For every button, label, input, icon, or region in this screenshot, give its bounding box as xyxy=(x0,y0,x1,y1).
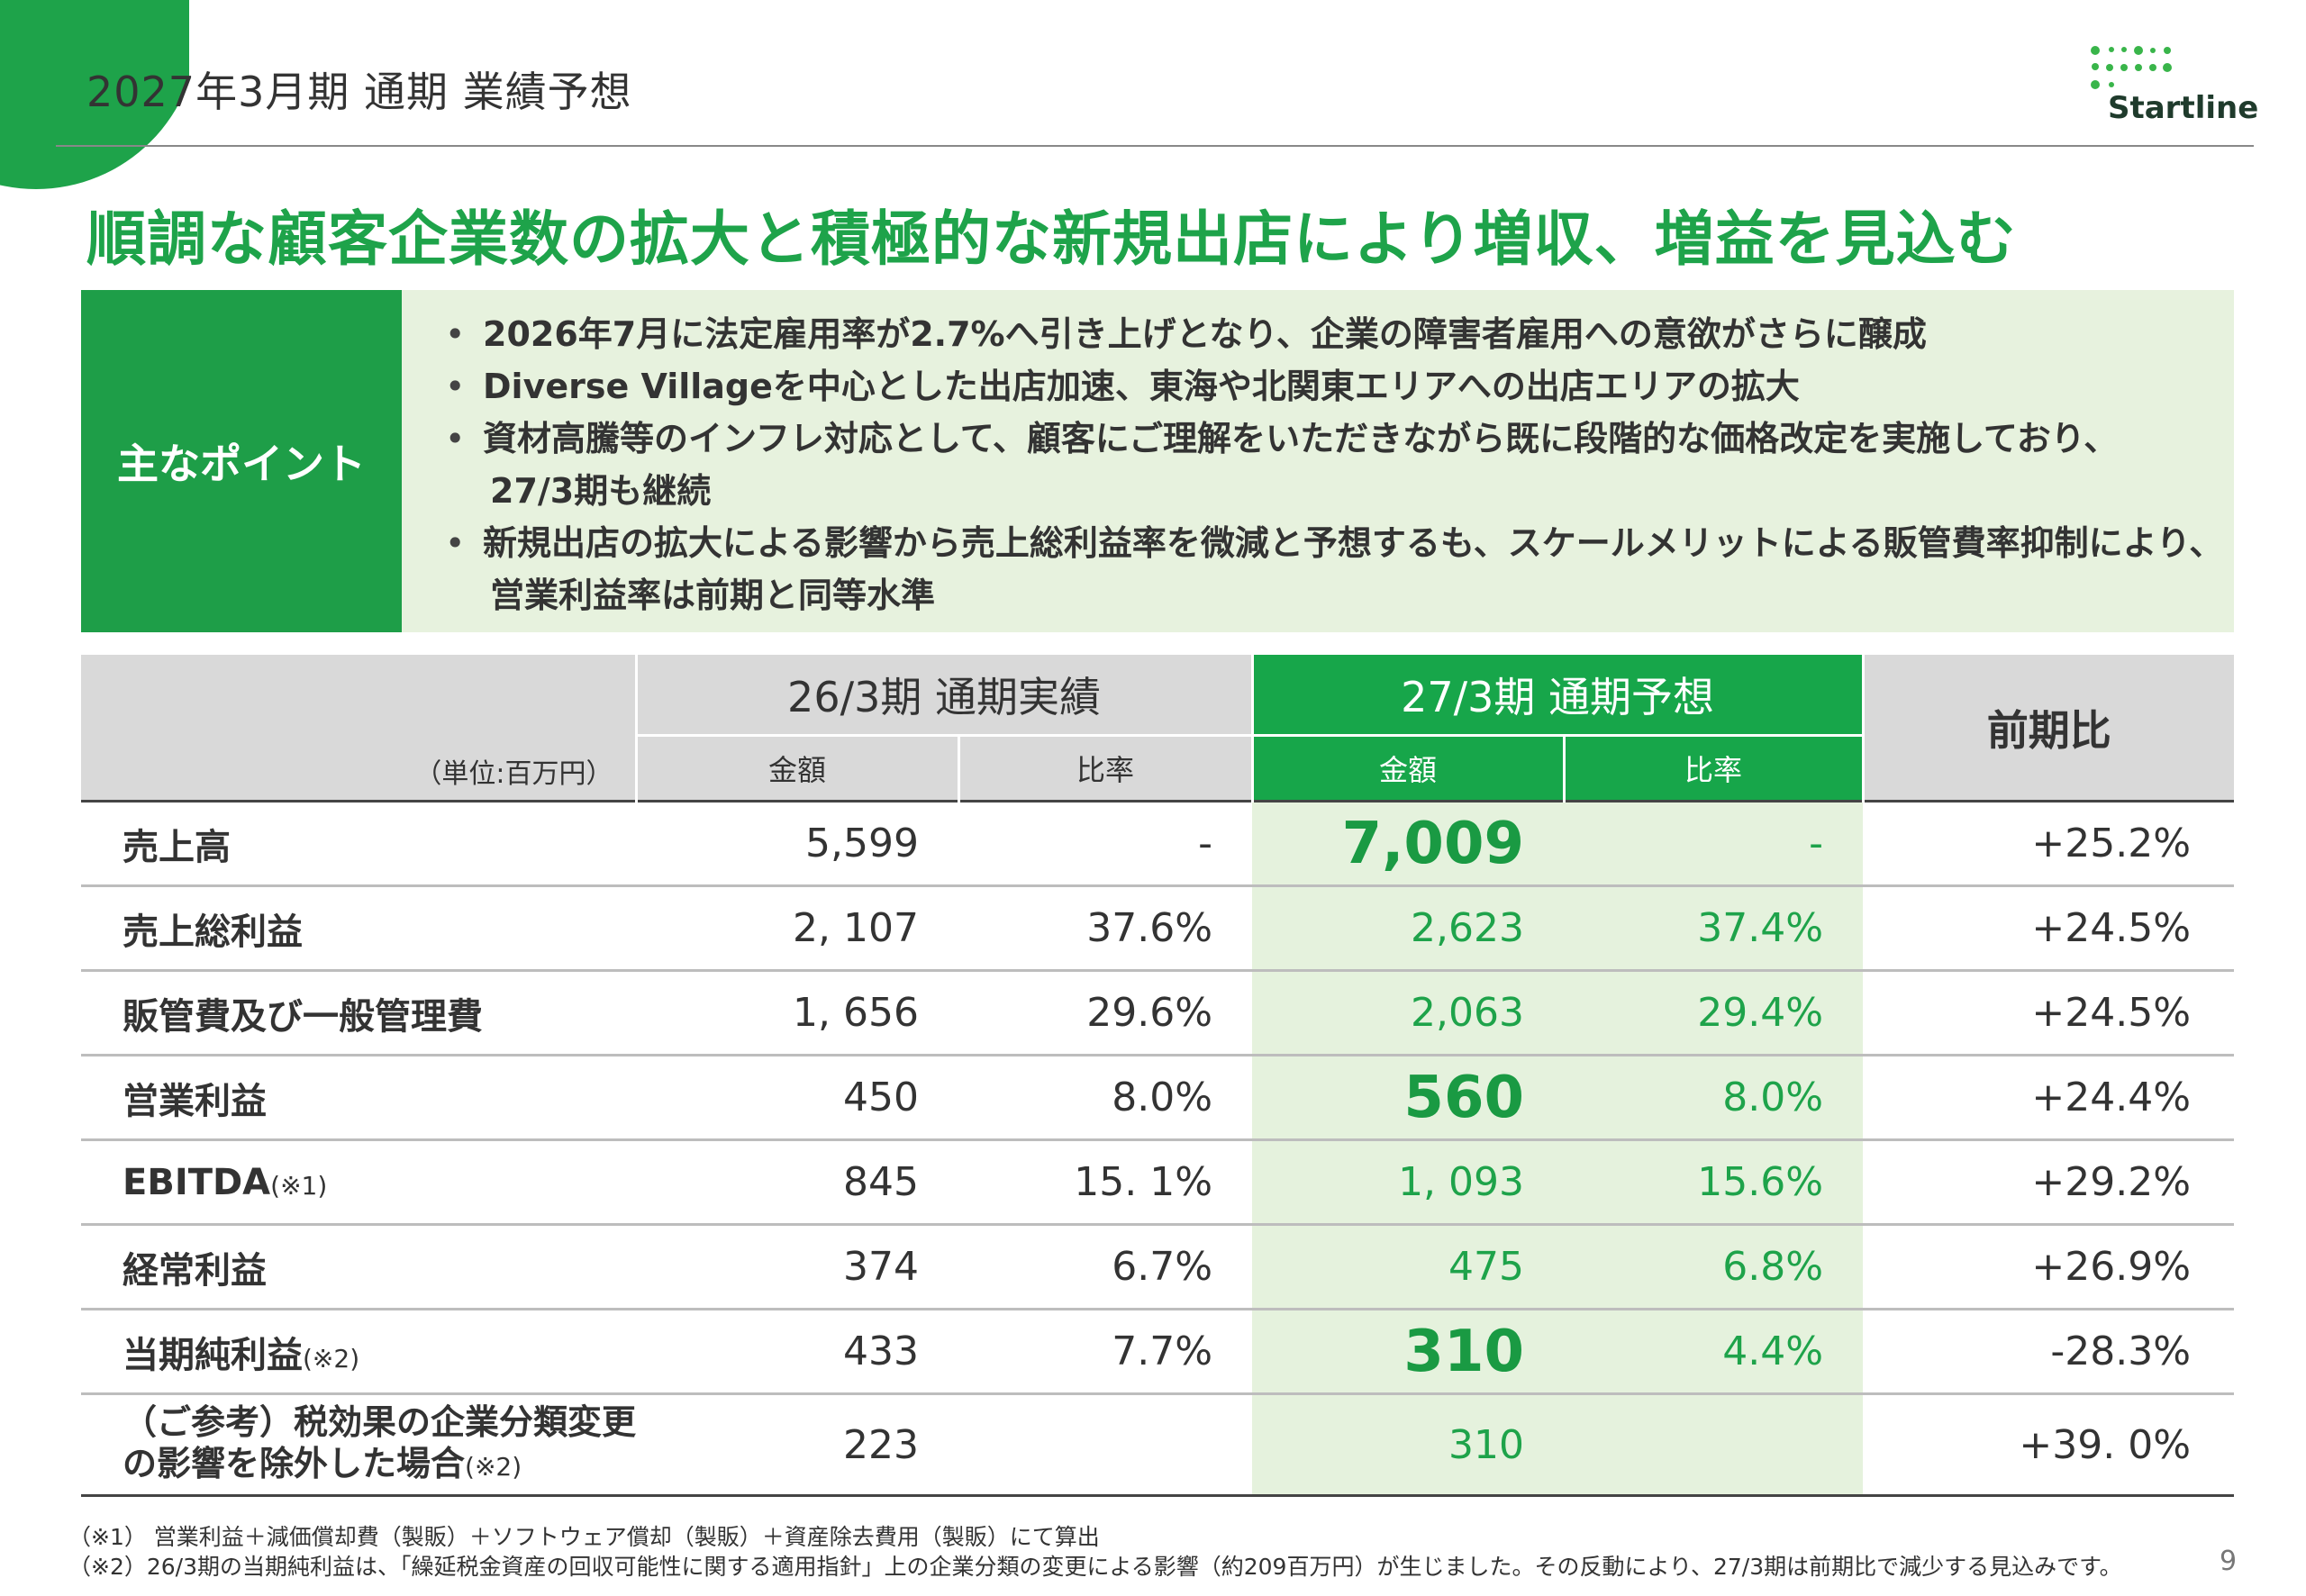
yoy-change: +24.4% xyxy=(1863,1055,2235,1141)
forecast-amount-header: 金額 xyxy=(1250,734,1565,802)
yoy-change: +26.9% xyxy=(1863,1224,2235,1310)
actual-ratio: 6.7% xyxy=(958,1224,1253,1310)
yoy-change: +24.5% xyxy=(1863,885,2235,972)
unit-label: （単位:百万円） xyxy=(81,655,636,802)
row-label: EBITDA(※1) xyxy=(81,1139,636,1226)
slide-headline: 順調な顧客企業数の拡大と積極的な新規出店により増収、増益を見込む xyxy=(86,204,2017,274)
forecast-ratio: 29.4% xyxy=(1564,970,1864,1056)
actual-ratio: 37.6% xyxy=(958,885,1253,972)
forecast-amount: 475 xyxy=(1252,1224,1565,1310)
forecast-amount: 2,063 xyxy=(1252,970,1565,1056)
forecast-amount: 2,623 xyxy=(1252,885,1565,972)
table-row: （ご参考）税効果の企業分類変更 の影響を除外した場合(※2) 223 310 +3… xyxy=(81,1393,2235,1497)
row-label: 売上総利益 xyxy=(81,885,636,972)
actual-ratio: 15. 1% xyxy=(958,1139,1253,1226)
table-row: EBITDA(※1) 845 15. 1% 1, 093 15.6% +29.2… xyxy=(81,1139,2235,1226)
logo-wordmark: Startline xyxy=(2108,90,2259,126)
actual-ratio: 8.0% xyxy=(958,1055,1253,1141)
startline-logo xyxy=(2088,43,2259,133)
forecast-ratio: 37.4% xyxy=(1564,885,1864,972)
actual-amount: 5,599 xyxy=(636,800,958,887)
forecast-ratio: 15.6% xyxy=(1564,1139,1864,1226)
actual-amount-header: 金額 xyxy=(634,734,958,802)
forecast-ratio: 8.0% xyxy=(1564,1055,1864,1141)
forecast-ratio-header: 比率 xyxy=(1562,734,1864,802)
key-point-item: 新規出店の拡大による影響から売上総利益率を微減と予想するも、スケールメリットによ… xyxy=(441,517,2223,621)
yoy-change: -28.3% xyxy=(1863,1309,2235,1395)
forecast-amount: 310 xyxy=(1252,1309,1565,1395)
row-label: 営業利益 xyxy=(81,1055,636,1141)
yoy-change: +24.5% xyxy=(1863,970,2235,1056)
actual-amount: 845 xyxy=(636,1139,958,1226)
table-row: 売上総利益 2, 107 37.6% 2,623 37.4% +24.5% xyxy=(81,885,2235,972)
footnote-1: （※1） 営業利益＋減価償却費（製販）＋ソフトウェア償却（製販）＋資産除去費用（… xyxy=(68,1524,1100,1550)
table-row: 当期純利益(※2) 433 7.7% 310 4.4% -28.3% xyxy=(81,1309,2235,1395)
forecast-ratio xyxy=(1564,1393,1864,1497)
key-points-label: 主なポイント xyxy=(81,290,402,632)
yoy-header: 前期比 xyxy=(1861,655,2235,802)
corner-decoration xyxy=(0,0,189,198)
actual-amount: 450 xyxy=(636,1055,958,1141)
key-points-box: 主なポイント 2026年7月に法定雇用率が2.7%へ引き上げとなり、企業の障害者… xyxy=(81,290,2234,632)
key-points-list: 2026年7月に法定雇用率が2.7%へ引き上げとなり、企業の障害者雇用への意欲が… xyxy=(441,308,2223,621)
table-row: 販管費及び一般管理費 1, 656 29.6% 2,063 29.4% +24.… xyxy=(81,970,2235,1056)
page-number: 9 xyxy=(2220,1546,2238,1577)
footnote-ref: (※2) xyxy=(465,1452,522,1482)
actual-amount: 2, 107 xyxy=(636,885,958,972)
footnote-ref: (※2) xyxy=(303,1343,360,1374)
row-label: 販管費及び一般管理費 xyxy=(81,970,636,1056)
forecast-amount: 560 xyxy=(1252,1055,1565,1141)
table-row: 経常利益 374 6.7% 475 6.8% +26.9% xyxy=(81,1224,2235,1310)
forecast-ratio: 6.8% xyxy=(1564,1224,1864,1310)
forecast-ratio: 4.4% xyxy=(1564,1309,1864,1395)
footnotes: （※1） 営業利益＋減価償却費（製販）＋ソフトウェア償却（製販）＋資産除去費用（… xyxy=(68,1522,2122,1582)
actual-ratio-header: 比率 xyxy=(957,734,1253,802)
key-point-item: 資材高騰等のインフレ対応として、顧客にご理解をいただきながら既に段階的な価格改定… xyxy=(441,413,2223,517)
yoy-change: +29.2% xyxy=(1863,1139,2235,1226)
yoy-change: +25.2% xyxy=(1863,800,2235,887)
actual-amount: 1, 656 xyxy=(636,970,958,1056)
forecast-amount: 310 xyxy=(1252,1393,1565,1497)
footnote-ref: (※1) xyxy=(270,1170,328,1201)
actual-ratio xyxy=(958,1393,1253,1497)
row-label: （ご参考）税効果の企業分類変更 の影響を除外した場合(※2) xyxy=(81,1393,636,1497)
forecast-ratio: - xyxy=(1564,800,1864,887)
actual-amount: 433 xyxy=(636,1309,958,1395)
row-label: 経常利益 xyxy=(81,1224,636,1310)
row-label: 当期純利益(※2) xyxy=(81,1309,636,1395)
table-row: 売上高 5,599 - 7,009 - +25.2% xyxy=(81,800,2235,887)
forecast-period-header: 27/3期 通期予想 xyxy=(1250,655,1864,736)
forecast-table: （単位:百万円） 26/3期 通期実績 27/3期 通期予想 前期比 金額 比率… xyxy=(81,655,2235,1497)
actual-amount: 223 xyxy=(636,1393,958,1497)
actual-period-header: 26/3期 通期実績 xyxy=(634,655,1253,736)
yoy-change: +39. 0% xyxy=(1863,1393,2235,1497)
footnote-2: （※2）26/3期の当期純利益は、「繰延税金資産の回収可能性に関する適用指針」上… xyxy=(68,1554,2122,1580)
actual-amount: 374 xyxy=(636,1224,958,1310)
actual-ratio: 29.6% xyxy=(958,970,1253,1056)
key-point-item: Diverse Villageを中心とした出店加速、東海や北関東エリアへの出店エ… xyxy=(441,360,2223,413)
actual-ratio: - xyxy=(958,800,1253,887)
header-divider xyxy=(56,145,2254,147)
forecast-amount: 7,009 xyxy=(1252,800,1565,887)
page-header-title: 2027年3月期 通期 業績予想 xyxy=(86,68,632,116)
forecast-amount: 1, 093 xyxy=(1252,1139,1565,1226)
key-point-item: 2026年7月に法定雇用率が2.7%へ引き上げとなり、企業の障害者雇用への意欲が… xyxy=(441,308,2223,360)
actual-ratio: 7.7% xyxy=(958,1309,1253,1395)
row-label: 売上高 xyxy=(81,800,636,887)
table-row: 営業利益 450 8.0% 560 8.0% +24.4% xyxy=(81,1055,2235,1141)
